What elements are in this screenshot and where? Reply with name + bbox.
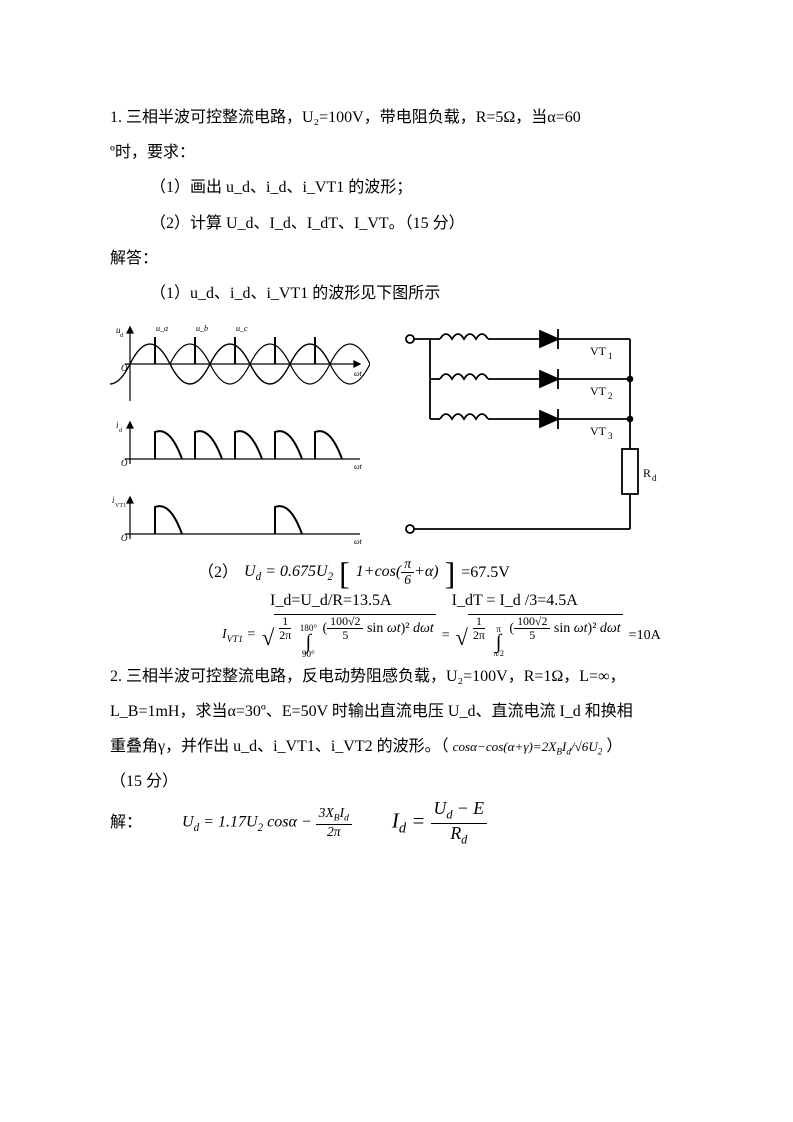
p1-calc-id-idt: I_d=U_d/R=13.5A I_dT = I_d /3=4.5A bbox=[270, 588, 683, 614]
svg-text:VT1: VT1 bbox=[115, 503, 126, 509]
p2-points: （15 分） bbox=[110, 764, 683, 799]
figure-row: u d O ωt u_a u_b u_c bbox=[110, 319, 683, 549]
waveform-svg: u d O ωt u_a u_b u_c bbox=[110, 319, 370, 549]
page: 1. 三相半波可控整流电路，U₂=100V，带电阻负载，R=5Ω，当α=60 º… bbox=[0, 0, 793, 1122]
svg-text:d: d bbox=[120, 333, 123, 339]
idt-expr: I_dT = I_d /3=4.5A bbox=[452, 588, 578, 614]
p1-req1: （1）画出 u_d、i_d、i_VT1 的波形； bbox=[110, 170, 683, 205]
p2-answer-intro: 解： bbox=[110, 810, 142, 836]
svg-text:2: 2 bbox=[608, 391, 613, 401]
svg-text:O: O bbox=[121, 458, 128, 468]
svg-text:d: d bbox=[119, 428, 122, 434]
svg-text:R: R bbox=[643, 466, 651, 480]
svg-text:ωt: ωt bbox=[354, 462, 363, 471]
p2-id-expr: Id = Ud − ERd bbox=[392, 799, 487, 846]
p2-stem-line2a: L_B=1mH，求当α=30º、E=50V 时输出直流电压 U_d、直流电流 I… bbox=[110, 694, 683, 729]
p2-l2b-text: 重叠角γ，并作出 u_d、i_VT1、i_VT2 的波形。（ bbox=[110, 738, 449, 755]
svg-text:u_a: u_a bbox=[156, 324, 168, 333]
p2-l2c-text: ） bbox=[606, 738, 622, 755]
svg-text:u_c: u_c bbox=[236, 324, 248, 333]
ivt1-result: =10A bbox=[629, 625, 661, 647]
sqrt1-icon: √ 12π 180°∫90° (100√25 sin ωt)² dωt bbox=[262, 614, 436, 659]
circuit-diagram: VT 1 VT 2 bbox=[400, 319, 670, 549]
lbracket-icon: [ bbox=[339, 565, 350, 581]
svg-text:VT: VT bbox=[590, 344, 607, 358]
svg-text:ωt: ωt bbox=[354, 537, 363, 546]
circuit-svg: VT 1 VT 2 bbox=[400, 319, 670, 549]
p2-ud-expr: Ud = 1.17U2 cosα − 3XBId2π bbox=[182, 806, 352, 840]
p2-answer-line: 解： Ud = 1.17U2 cosα − 3XBId2π Id = Ud − … bbox=[110, 799, 683, 846]
id-expr: I_d=U_d/R=13.5A bbox=[270, 588, 392, 614]
svg-text:VT: VT bbox=[590, 384, 607, 398]
sqrt2-icon: √ 12π π∫π/2 (100√25 sin ωt)² dωt bbox=[456, 614, 623, 658]
p1-answer-intro: 解答： bbox=[110, 241, 683, 276]
p2-stem-line1: 2. 三相半波可控整流电路，反电动势阻感负载，U₂=100V，R=1Ω，L=∞， bbox=[110, 659, 683, 694]
svg-text:ωt: ωt bbox=[354, 369, 363, 378]
p1-stem-line2: º时，要求： bbox=[110, 135, 683, 170]
calc-prefix: （2） bbox=[198, 560, 238, 586]
p2-stem-line2b: 重叠角γ，并作出 u_d、i_VT1、i_VT2 的波形。（ cosα−cos(… bbox=[110, 729, 683, 764]
ivt1-label: IVT1 = bbox=[222, 624, 256, 647]
svg-text:d: d bbox=[652, 473, 657, 483]
svg-text:u_b: u_b bbox=[196, 324, 208, 333]
p1-req2: （2）计算 U_d、I_d、I_dT、I_VT。（15 分） bbox=[110, 206, 683, 241]
equals1: = bbox=[442, 625, 450, 647]
svg-text:VT: VT bbox=[590, 424, 607, 438]
p1-stem-line1: 1. 三相半波可控整流电路，U₂=100V，带电阻负载，R=5Ω，当α=60 bbox=[110, 100, 683, 135]
p1-calc-ud: （2） Ud = 0.675U2 [ 1+cos(π6+α) ] =67.5V bbox=[158, 557, 683, 588]
svg-text:O: O bbox=[121, 363, 128, 373]
ud-lhs: Ud = 0.675U2 bbox=[244, 559, 333, 587]
svg-text:O: O bbox=[121, 533, 128, 543]
ud-inner: 1+cos(π6+α) bbox=[356, 557, 439, 588]
p2-hint: cosα−cos(α+γ)=2XBId/√6U2 bbox=[453, 739, 603, 754]
svg-text:3: 3 bbox=[608, 431, 613, 441]
p1-calc-ivt1: IVT1 = √ 12π 180°∫90° (100√25 sin ωt)² d… bbox=[222, 614, 683, 659]
waveform-stack: u d O ωt u_a u_b u_c bbox=[110, 319, 370, 549]
rbracket-icon: ] bbox=[445, 565, 456, 581]
p1-ans1-caption: （1）u_d、i_d、i_VT1 的波形见下图所示 bbox=[110, 276, 683, 311]
ud-result: =67.5V bbox=[461, 560, 510, 586]
svg-text:1: 1 bbox=[608, 351, 613, 361]
